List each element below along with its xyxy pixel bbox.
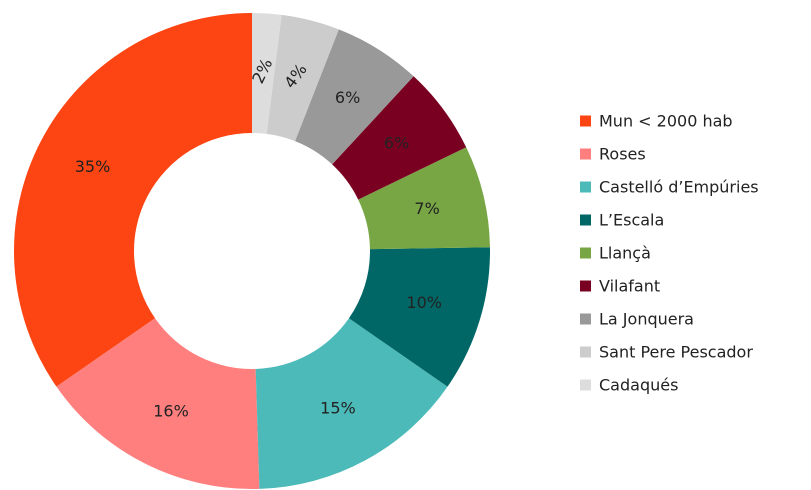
legend-swatch: [580, 379, 591, 391]
donut-slice: [358, 147, 490, 250]
legend-swatch: [580, 148, 591, 160]
legend-swatch: [580, 346, 591, 358]
legend-label: Llançà: [599, 244, 651, 263]
legend-label: Sant Pere Pescador: [599, 343, 753, 362]
data-label: 7%: [414, 199, 439, 218]
donut-slice: [255, 318, 448, 489]
legend-label: Castelló d’Empúries: [599, 178, 759, 197]
data-label: 10%: [406, 293, 442, 312]
legend-label: La Jonquera: [599, 310, 694, 329]
legend-swatch: [580, 280, 591, 292]
legend-label: Mun < 2000 hab: [599, 112, 733, 131]
legend-label: Roses: [599, 145, 646, 164]
legend-swatch: [580, 313, 591, 325]
data-label: 15%: [320, 399, 356, 418]
legend-label: Cadaqués: [599, 376, 678, 395]
donut-slice: [348, 247, 491, 387]
legend-label: L’Escala: [599, 211, 664, 230]
data-label: 6%: [335, 88, 360, 107]
legend-swatch: [580, 247, 591, 259]
donut-slice: [13, 13, 253, 387]
donut-slice: [295, 29, 414, 165]
data-label: 35%: [75, 157, 111, 176]
legend-swatch: [580, 181, 591, 193]
donut-slice: [252, 13, 282, 134]
donut-slice: [266, 14, 339, 142]
legend-label: Vilafant: [599, 277, 660, 296]
donut-slice: [56, 318, 260, 489]
data-label: 16%: [153, 401, 189, 420]
legend-swatch: [580, 115, 591, 127]
donut-slice: [332, 76, 467, 200]
data-label: 6%: [384, 133, 409, 152]
legend-swatch: [580, 214, 591, 226]
